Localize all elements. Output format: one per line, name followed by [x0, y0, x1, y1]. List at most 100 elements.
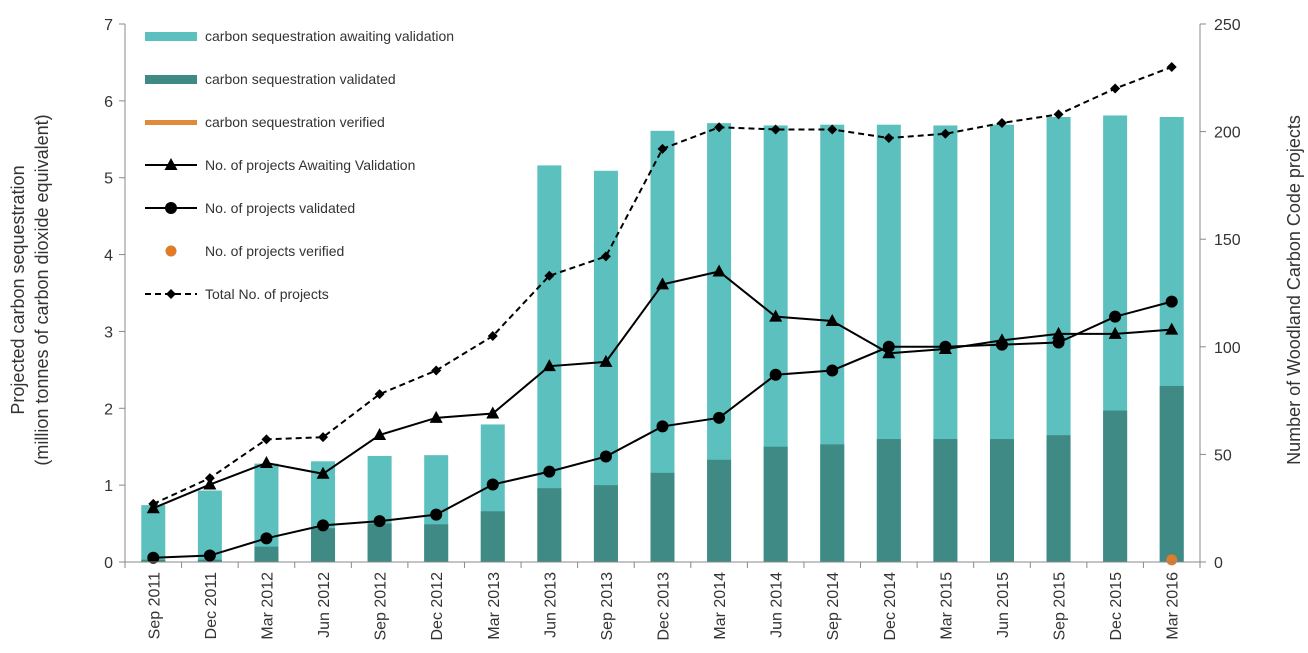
x-tick-label-jun-2014: Jun 2014: [769, 572, 786, 638]
y-left-tick-label-1: 1: [104, 478, 113, 495]
point-total-no-of-projects-dec-2013: [657, 143, 668, 154]
point-no-of-projects-awaiting-validation-sep-2015: [1052, 326, 1066, 339]
point-no-of-projects-validated-dec-2013: [656, 420, 669, 433]
bar-validated-mar-2013: [480, 511, 505, 562]
point-no-of-projects-awaiting-validation-mar-2013: [486, 406, 500, 419]
x-tick-label-dec-2011: Dec 2011: [203, 572, 220, 639]
point-total-no-of-projects-sep-2013: [600, 251, 611, 262]
y-right-tick-label-50: 50: [1214, 447, 1232, 464]
point-no-of-projects-awaiting-validation-jun-2012: [316, 466, 330, 479]
bar-validated-sep-2014: [820, 444, 845, 562]
bar-validated-jun-2013: [537, 488, 562, 562]
y-left-tick-label-2: 2: [104, 401, 113, 418]
legend-marker-no-of-projects-validated: [165, 202, 177, 214]
x-tick-label-sep-2015: Sep 2015: [1052, 572, 1069, 641]
bar-validated-dec-2014: [876, 439, 901, 562]
point-no-of-projects-validated-dec-2015: [1109, 310, 1122, 323]
bar-validated-sep-2012: [367, 523, 392, 562]
y-axis-left-title-line-1: Projected carbon sequestration: [8, 165, 28, 414]
point-no-of-projects-awaiting-validation-mar-2014: [712, 264, 726, 277]
legend-label-no-of-projects-validated: No. of projects validated: [205, 200, 355, 216]
y-right-tick-label-250: 250: [1214, 17, 1241, 34]
legend-label-total-no-of-projects: Total No. of projects: [205, 286, 329, 302]
point-total-no-of-projects-jun-2012: [318, 432, 329, 443]
y-left-tick-label-6: 6: [104, 94, 113, 111]
point-no-of-projects-validated-mar-2012: [260, 532, 273, 545]
point-no-of-projects-awaiting-validation-sep-2013: [599, 354, 613, 367]
point-no-of-projects-validated-mar-2016: [1165, 295, 1178, 308]
point-no-of-projects-awaiting-validation-sep-2012: [373, 428, 387, 441]
bar-validated-sep-2013: [593, 485, 618, 562]
point-no-of-projects-awaiting-validation-dec-2012: [429, 410, 443, 423]
legend-swatch-carbon-sequestration-verified: [145, 120, 197, 125]
x-tick-label-mar-2013: Mar 2013: [486, 572, 503, 640]
x-tick-label-dec-2014: Dec 2014: [882, 572, 899, 641]
legend-label-no-of-projects-verified: No. of projects verified: [205, 243, 344, 259]
x-tick-label-dec-2015: Dec 2015: [1108, 572, 1125, 641]
legend: carbon sequestration awaiting validation…: [145, 28, 454, 302]
point-no-of-projects-validated-dec-2011: [203, 549, 216, 562]
x-tick-label-mar-2015: Mar 2015: [938, 572, 955, 640]
x-tick-label-jun-2015: Jun 2015: [995, 572, 1012, 638]
point-no-of-projects-validated-mar-2014: [713, 411, 726, 424]
x-tick-label-mar-2012: Mar 2012: [259, 572, 276, 640]
point-total-no-of-projects-sep-2012: [374, 389, 385, 400]
point-no-of-projects-awaiting-validation-dec-2015: [1108, 326, 1122, 339]
point-no-of-projects-validated-sep-2015: [1052, 336, 1065, 349]
point-total-no-of-projects-sep-2015: [1053, 109, 1064, 120]
legend-marker-no-of-projects-verified: [165, 245, 177, 257]
point-total-no-of-projects-jun-2013: [544, 270, 555, 281]
bar-validated-sep-2015: [1046, 435, 1071, 562]
point-total-no-of-projects-jun-2014: [770, 124, 781, 135]
point-total-no-of-projects-sep-2014: [827, 124, 838, 135]
y-left-tick-label-5: 5: [104, 171, 113, 188]
bar-awaiting-mar-2012: [254, 463, 279, 562]
point-no-of-projects-awaiting-validation-sep-2014: [825, 313, 839, 326]
point-no-of-projects-validated-jun-2012: [317, 519, 330, 532]
point-no-of-projects-validated-dec-2014: [882, 340, 895, 353]
x-tick-label-sep-2013: Sep 2013: [599, 572, 616, 641]
legend-label-no-of-projects-awaiting-validation: No. of projects Awaiting Validation: [205, 157, 415, 173]
point-total-no-of-projects-mar-2014: [714, 122, 725, 133]
legend-marker-total-no-of-projects: [166, 289, 176, 299]
point-total-no-of-projects-mar-2015: [940, 128, 951, 139]
x-tick-label-dec-2012: Dec 2012: [429, 572, 446, 641]
point-no-of-projects-validated-dec-2012: [430, 508, 443, 521]
y-left-tick-label-7: 7: [104, 17, 113, 34]
bar-validated-jun-2012: [311, 528, 336, 562]
point-total-no-of-projects-dec-2012: [431, 365, 442, 376]
point-total-no-of-projects-sep-2011: [148, 498, 159, 509]
legend-label-carbon-sequestration-verified: carbon sequestration verified: [205, 114, 385, 130]
y-left-tick-label-4: 4: [104, 248, 113, 265]
point-total-no-of-projects-jun-2015: [996, 117, 1007, 128]
point-no-of-projects-validated-mar-2013: [486, 478, 499, 491]
point-no-of-projects-validated-sep-2014: [826, 364, 839, 377]
legend-swatch-carbon-sequestration-validated: [145, 75, 197, 84]
legend-label-carbon-sequestration-validated: carbon sequestration validated: [205, 71, 396, 87]
bar-validated-mar-2016: [1159, 385, 1184, 562]
y-axis-left-title-line-2: (million tonnes of carbon dioxide equiva…: [32, 114, 52, 465]
x-tick-label-jun-2013: Jun 2013: [542, 572, 559, 638]
bar-validated-mar-2015: [933, 439, 958, 562]
bar-validated-dec-2012: [424, 524, 449, 562]
point-no-of-projects-validated-sep-2011: [147, 551, 160, 564]
x-tick-label-sep-2012: Sep 2012: [373, 572, 390, 641]
point-no-of-projects-validated-jun-2013: [543, 465, 556, 478]
y-right-tick-label-100: 100: [1214, 340, 1241, 357]
bar-validated-dec-2013: [650, 472, 675, 562]
lines-layer: [146, 62, 1179, 566]
point-total-no-of-projects-mar-2012: [261, 434, 272, 445]
y-right-tick-label-150: 150: [1214, 232, 1241, 249]
legend-swatch-carbon-sequestration-awaiting-validation: [145, 32, 197, 41]
y-right-tick-label-0: 0: [1214, 555, 1223, 572]
y-axis-right-title: Number of Woodland Carbon Code projects: [1284, 115, 1304, 465]
x-tick-label-sep-2014: Sep 2014: [825, 572, 842, 641]
x-tick-label-mar-2016: Mar 2016: [1165, 572, 1182, 640]
x-tick-label-jun-2012: Jun 2012: [316, 572, 333, 638]
x-tick-label-mar-2014: Mar 2014: [712, 572, 729, 640]
y-left-tick-label-0: 0: [104, 555, 113, 572]
point-no-of-projects-awaiting-validation-dec-2011: [203, 477, 217, 490]
bar-validated-jun-2015: [989, 439, 1014, 562]
point-total-no-of-projects-dec-2015: [1110, 83, 1121, 94]
